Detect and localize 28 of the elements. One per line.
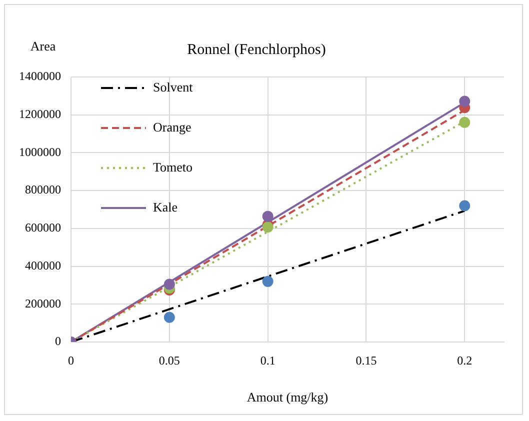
- y-tick-label: 1200000: [19, 107, 61, 122]
- point: [262, 276, 274, 287]
- point: [459, 116, 470, 128]
- x-tick-label: 0.05: [158, 353, 180, 368]
- y-tick-label: 1400000: [19, 69, 61, 84]
- point: [164, 278, 175, 290]
- x-tick-label: 0.15: [356, 353, 377, 368]
- legend-label: Tometo: [153, 159, 193, 174]
- point: [164, 312, 175, 323]
- x-tick-label: 0.2: [457, 353, 472, 368]
- point: [262, 222, 274, 233]
- x-axis-title: Amout (mg/kg): [246, 390, 328, 405]
- y-tick-label: 600000: [25, 220, 61, 235]
- y-tick-label: 400000: [25, 258, 61, 272]
- y-tick-label: 1000000: [19, 144, 61, 159]
- legend-label: Kale: [153, 199, 178, 214]
- y-tick-label: 0: [55, 334, 61, 348]
- x-tick-label: 0.1: [260, 353, 276, 368]
- x-tick-label: 0: [68, 353, 74, 368]
- y-tick-label: 800000: [25, 182, 61, 197]
- legend-label: Solvent: [153, 79, 194, 94]
- y-axis-title: Area: [30, 38, 56, 54]
- point: [262, 210, 274, 222]
- chart-title: Ronnel (Fenchlorphos): [187, 42, 326, 58]
- point: [459, 96, 470, 107]
- point: [459, 200, 470, 212]
- legend-label: Orange: [153, 119, 192, 134]
- y-tick-label: 200000: [25, 296, 61, 310]
